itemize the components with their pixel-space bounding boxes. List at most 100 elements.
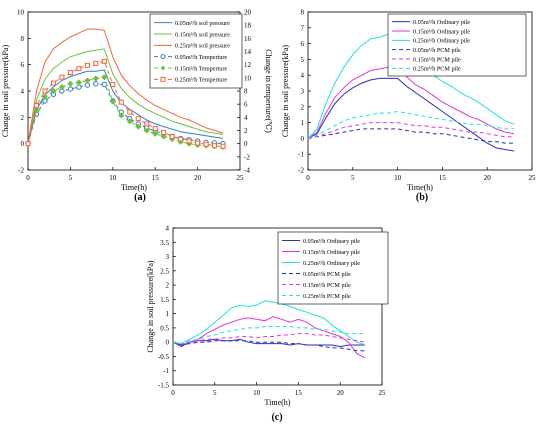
legend-marker bbox=[160, 65, 166, 71]
legend-label: 0.05m³/h PCM pile bbox=[303, 271, 351, 278]
data-point bbox=[42, 88, 48, 94]
y-tick-label: 7 bbox=[301, 24, 305, 32]
x-axis-label: Time(h) bbox=[265, 398, 291, 407]
x-tick-label: 15 bbox=[439, 174, 447, 182]
data-point bbox=[67, 70, 73, 76]
legend-label: 0.15m³/h Ordinary pile bbox=[413, 28, 470, 35]
data-point bbox=[110, 81, 116, 87]
x-axis-label: Time(h) bbox=[121, 183, 147, 192]
series-line-1 bbox=[27, 69, 224, 144]
y-tick-label: 0 bbox=[21, 140, 25, 148]
y-tick-label: 4 bbox=[301, 72, 305, 80]
y-tick-label: 2 bbox=[301, 103, 305, 111]
data-point bbox=[195, 140, 201, 146]
x-tick-label: 20 bbox=[337, 389, 345, 397]
panel-label: (b) bbox=[416, 192, 428, 203]
legend-label: 0.25m³/h Temperture bbox=[175, 77, 227, 84]
x-tick-label: 20 bbox=[484, 174, 492, 182]
x-tick-label: 5 bbox=[351, 174, 355, 182]
data-point bbox=[92, 75, 99, 82]
y-tick-label: 2.5 bbox=[160, 267, 169, 275]
data-point bbox=[118, 99, 124, 105]
y2-tick-label: 4 bbox=[244, 114, 248, 122]
data-point bbox=[50, 80, 56, 86]
y2-tick-label: 20 bbox=[244, 9, 252, 17]
legend-label: 0.25m³/h Ordinary pile bbox=[413, 38, 470, 45]
data-point bbox=[93, 60, 99, 66]
y-axis-label: Change in soil pressure(kPa) bbox=[146, 260, 155, 353]
series-line-1 bbox=[172, 338, 366, 348]
data-point bbox=[84, 82, 91, 88]
data-point bbox=[67, 86, 74, 92]
y-tick-label: -2 bbox=[298, 167, 304, 175]
legend: 0.05m³/h Ordinary pile 0.15m³/h Ordinary … bbox=[387, 13, 527, 77]
legend-marker bbox=[160, 76, 166, 82]
x-tick-label: 20 bbox=[194, 174, 202, 182]
x-tick-label: 10 bbox=[394, 174, 402, 182]
x-tick-label: 0 bbox=[171, 389, 175, 397]
legend-label: 0.15m³/h Temperture bbox=[175, 65, 227, 72]
x-tick-label: 10 bbox=[253, 389, 261, 397]
y2-axis-label: Change in temperture(℃) bbox=[264, 49, 273, 133]
data-point bbox=[161, 129, 167, 135]
legend-label: 0.25m³/h Ordinary pile bbox=[303, 260, 360, 267]
data-point bbox=[127, 109, 133, 115]
y-tick-label: 4 bbox=[21, 88, 25, 96]
y-tick-label: 5 bbox=[301, 56, 305, 64]
x-tick-label: 5 bbox=[213, 389, 217, 397]
x-tick-label: 25 bbox=[237, 174, 245, 182]
x-tick-label: 0 bbox=[306, 174, 310, 182]
legend-label: 0.05m³/h Ordinary pile bbox=[413, 19, 470, 26]
y-tick-label: 10 bbox=[17, 9, 25, 17]
y-tick-label: 0.5 bbox=[160, 324, 169, 332]
series-line-2 bbox=[172, 315, 366, 359]
y-axis-label: Change in soil pressure(kPa) bbox=[281, 45, 290, 138]
data-point bbox=[76, 66, 82, 72]
panel-label: (c) bbox=[271, 412, 282, 423]
x-tick-label: 25 bbox=[379, 389, 387, 397]
data-point bbox=[135, 116, 141, 122]
legend-label: 0.05m³/h soil pressure bbox=[175, 20, 230, 27]
y-tick-label: 1.5 bbox=[160, 296, 169, 304]
y-tick-label: -0.5 bbox=[158, 353, 170, 361]
x-tick-label: 10 bbox=[109, 174, 117, 182]
y-axis-label: Change in soil pressure(kPa) bbox=[1, 45, 10, 138]
x-tick-label: 15 bbox=[152, 174, 160, 182]
x-tick-label: 15 bbox=[295, 389, 303, 397]
data-point bbox=[33, 107, 40, 114]
data-point bbox=[220, 143, 226, 149]
data-point bbox=[126, 118, 133, 125]
legend-box bbox=[149, 13, 243, 89]
legend-box bbox=[277, 231, 389, 305]
legend-label: 0.15m³/h soil pressure bbox=[175, 31, 230, 38]
y-tick-label: -1.5 bbox=[158, 382, 170, 390]
series-line-4 bbox=[307, 128, 515, 144]
chart-panel-a: 0 5 10 15 20 25-20246810-4-202468101214161820… bbox=[1, 9, 273, 204]
data-point bbox=[41, 93, 48, 100]
series-line-1 bbox=[307, 77, 515, 152]
y-tick-label: 2 bbox=[166, 282, 170, 290]
y-tick-label: 2 bbox=[21, 114, 25, 122]
legend-label: 0.25m³/h PCM pile bbox=[303, 293, 351, 300]
y2-tick-label: 0 bbox=[244, 140, 248, 148]
data-point bbox=[203, 141, 209, 147]
series-line-3 bbox=[172, 300, 366, 346]
legend-label: 0.25m³/h PCM pile bbox=[413, 66, 461, 73]
data-point bbox=[84, 77, 91, 84]
y-tick-label: 6 bbox=[301, 40, 305, 48]
data-point bbox=[135, 123, 142, 130]
plot-frame bbox=[172, 227, 383, 386]
series-line-2 bbox=[27, 48, 224, 144]
legend: 0.05m³/h Ordinary pile 0.15m³/h Ordinary … bbox=[277, 231, 389, 305]
legend-label: 0.25m³/h soil pressure bbox=[175, 43, 230, 50]
legend-label: 0.05m³/h Temperture bbox=[175, 54, 227, 61]
series-line-6 bbox=[172, 326, 366, 345]
series-line-3 bbox=[27, 28, 224, 144]
data-point bbox=[101, 74, 108, 81]
y-tick-label: 3 bbox=[166, 253, 170, 261]
legend-label: 0.05m³/h Ordinary pile bbox=[303, 238, 360, 245]
chart-panel-c: 0 5 10 15 20 25 -1.5 -1 -0.5 0 0.5 1 1.5 2 2.5 3 3.5 4 Tim… bbox=[146, 225, 389, 423]
legend-label: 0.15m³/h Ordinary pile bbox=[303, 249, 360, 256]
y2-tick-label: 8 bbox=[244, 88, 248, 96]
